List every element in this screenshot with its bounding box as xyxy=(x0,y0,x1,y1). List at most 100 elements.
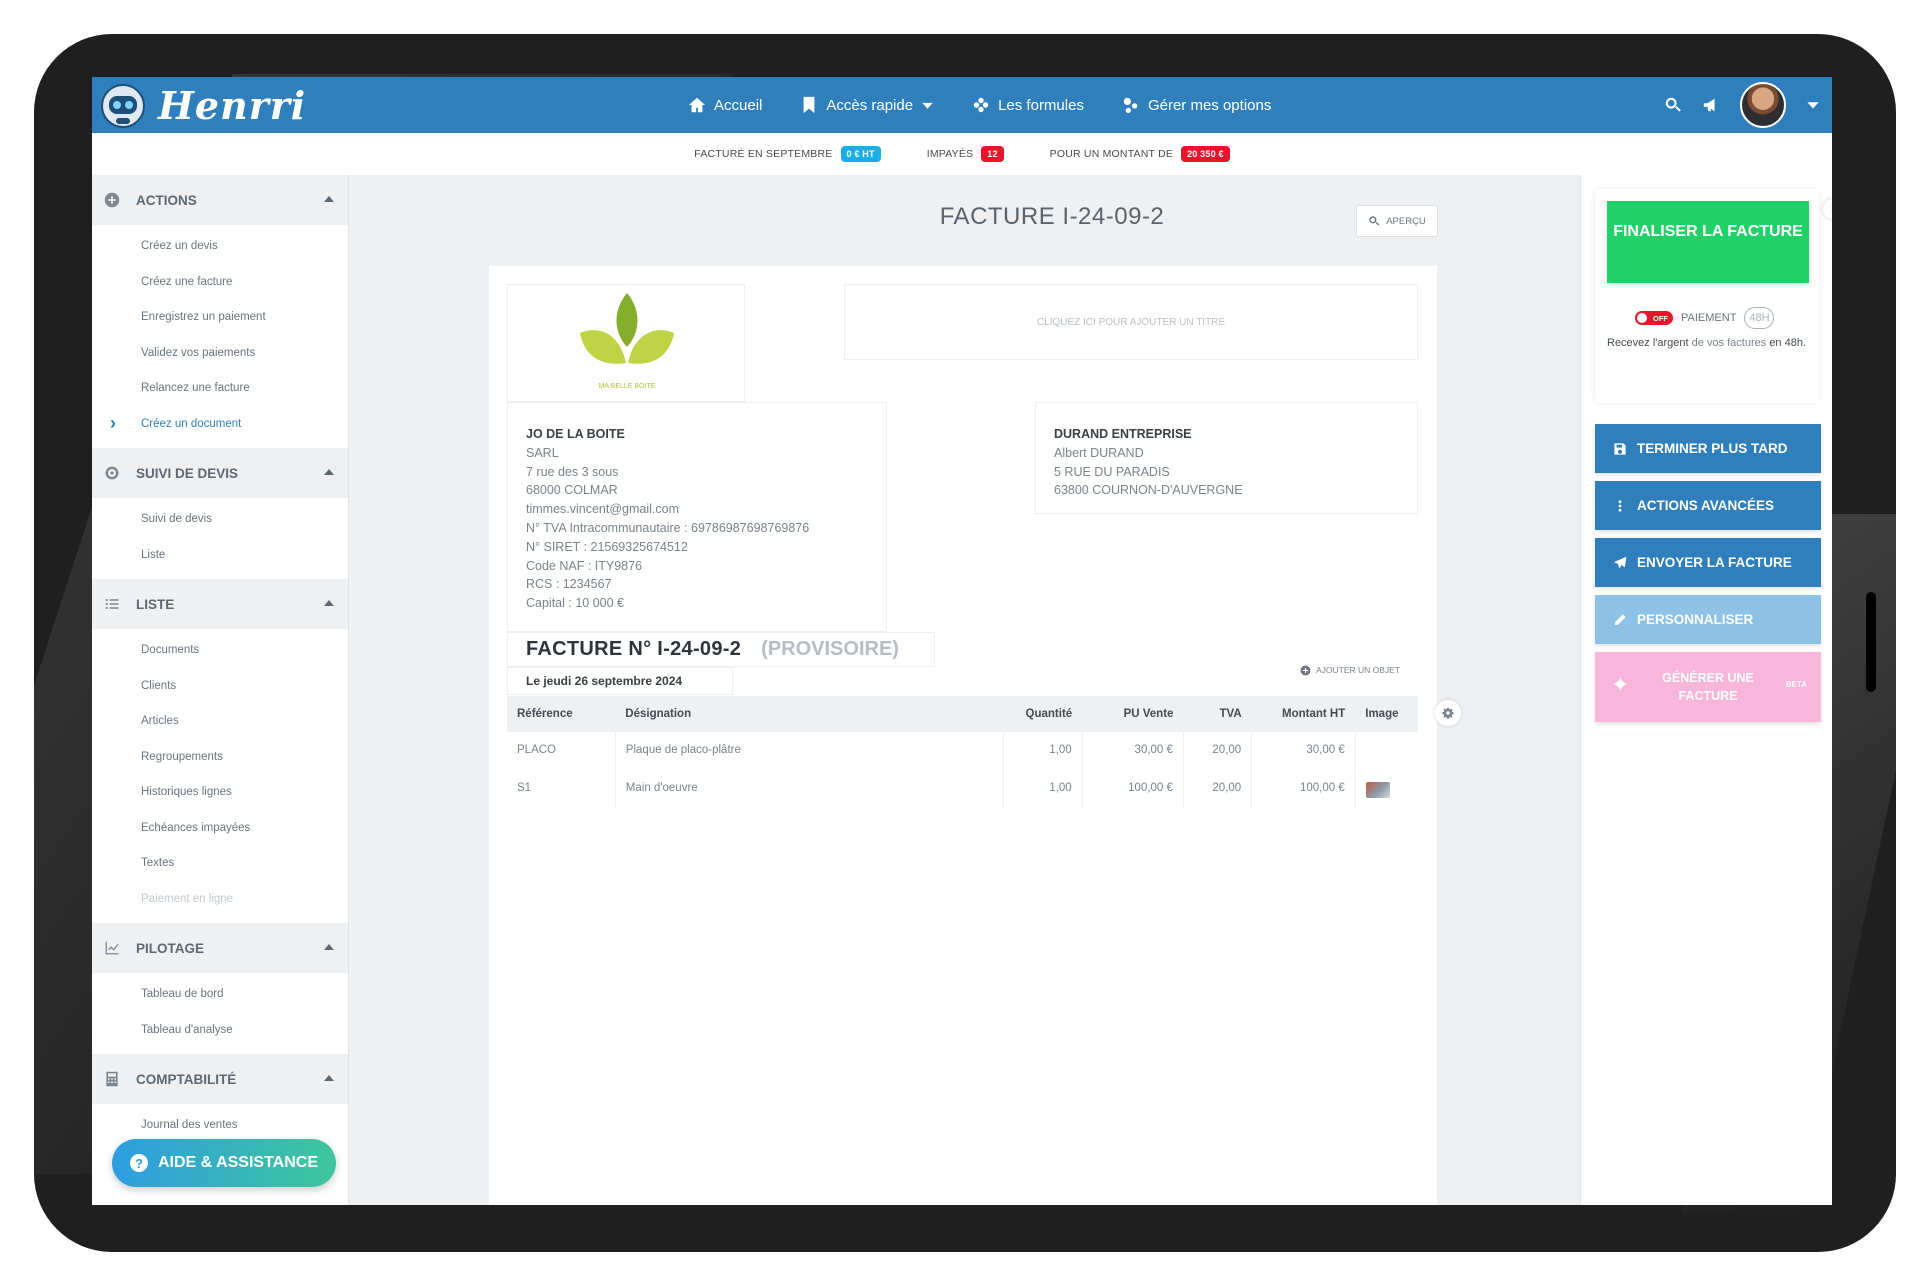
sidebar-item-validez-paiements[interactable]: Validez vos paiements xyxy=(141,346,256,359)
nav-accueil[interactable]: Accueil xyxy=(688,96,762,114)
sidebar-section-actions[interactable]: ACTIONS xyxy=(92,175,348,225)
search-icon xyxy=(1369,216,1380,226)
customize-button[interactable]: PERSONNALISER xyxy=(1595,595,1821,644)
invoice-number-field[interactable]: FACTURE N° I-24-09-2 (PROVISOIRE) xyxy=(507,632,935,667)
sidebar-section-title: ACTIONS xyxy=(136,192,197,208)
avatar[interactable] xyxy=(1740,82,1786,128)
sidebar-item-textes[interactable]: Textes xyxy=(141,857,175,869)
sidebar-section-pilotage[interactable]: PILOTAGE xyxy=(92,923,348,973)
seller-address[interactable]: JO DE LA BOITE SARL 7 rue des 3 sous 680… xyxy=(507,402,887,632)
sidebar-list-liste: Documents Clients Articles Regroupements… xyxy=(92,629,348,923)
nav-acces-rapide[interactable]: Accès rapide xyxy=(800,96,934,114)
caret-up-icon[interactable] xyxy=(324,196,334,202)
table-settings-button[interactable] xyxy=(1435,700,1461,726)
finalize-invoice-button[interactable]: FINALISER LA FACTURE xyxy=(1607,201,1809,283)
add-object-button[interactable]: AJOUTER UN OBJET xyxy=(1283,656,1417,684)
sidebar-item-suivi-devis[interactable]: Suivi de devis xyxy=(141,513,212,525)
client-address[interactable]: DURAND ENTREPRISE Albert DURAND 5 RUE DU… xyxy=(1035,402,1418,514)
more-options-icon[interactable]: ⋮ xyxy=(1823,199,1832,219)
invoice-date[interactable]: Le jeudi 26 septembre 2024 xyxy=(507,667,733,695)
caret-up-icon[interactable] xyxy=(324,469,334,475)
col-designation: Désignation xyxy=(615,696,1004,732)
stat-amount[interactable]: POUR UN MONTANT DE 20 350 € xyxy=(1050,146,1230,162)
sidebar-item-clients[interactable]: Clients xyxy=(141,679,177,692)
col-tva: TVA xyxy=(1183,696,1252,732)
stat-billed-badge: 0 € HT xyxy=(840,146,881,162)
stats-bar: FACTURÉ EN SEPTEMBRE 0 € HT IMPAYÉS 12 P… xyxy=(92,133,1832,175)
stat-billed[interactable]: FACTURÉ EN SEPTEMBRE 0 € HT xyxy=(694,146,881,162)
col-montant-ht: Montant HT xyxy=(1251,696,1356,732)
help-assistance-label: AIDE & ASSISTANCE xyxy=(157,1154,318,1171)
cell-pu-vente: 100,00 € xyxy=(1082,768,1184,808)
beta-badge: BETA xyxy=(1785,680,1807,689)
cell-tva: 20,00 xyxy=(1183,768,1253,808)
finish-later-label: TERMINER PLUS TARD xyxy=(1637,441,1788,456)
sidebar-section-liste[interactable]: LISTE xyxy=(92,579,348,629)
sidebar-item-regroupements[interactable]: Regroupements xyxy=(141,750,223,763)
sidebar-item-liste[interactable]: Liste xyxy=(141,548,166,561)
invoice-status: (PROVISOIRE) xyxy=(761,638,899,660)
sidebar-section-title: LISTE xyxy=(136,596,175,612)
sidebar-item-historiques-lignes[interactable]: Historiques lignes xyxy=(141,786,232,798)
generate-invoice-ai-button[interactable]: ✦ GÉNÉRER UNE FACTURE BETA xyxy=(1595,652,1821,722)
cell-quantite: 1,00 xyxy=(1003,768,1083,808)
help-assistance-button[interactable]: ? AIDE & ASSISTANCE xyxy=(112,1139,336,1187)
seller-line: Capital : 10 000 € xyxy=(526,596,624,611)
sidebar-item-enregistrez-paiement[interactable]: Enregistrez un paiement xyxy=(141,311,266,323)
product-thumbnail[interactable] xyxy=(1365,781,1390,798)
chevron-down-icon[interactable] xyxy=(1806,98,1820,112)
invoice-lines-table: Référence Désignation Quantité PU Vente … xyxy=(507,696,1418,808)
nav-right-tools xyxy=(1664,77,1820,133)
table-row[interactable]: PLACO Plaque de placo-plâtre 1,00 30,00 … xyxy=(507,732,1418,768)
caret-up-icon[interactable] xyxy=(324,944,334,950)
cell-designation: Main d'oeuvre xyxy=(615,768,1005,808)
sidebar-item-creez-facture[interactable]: Créez une facture xyxy=(141,275,233,288)
stat-unpaid[interactable]: IMPAYÉS 12 xyxy=(927,146,1004,162)
table-row[interactable]: S1 Main d'oeuvre 1,00 100,00 € 20,00 100… xyxy=(507,768,1418,808)
cell-image[interactable] xyxy=(1355,768,1418,808)
finish-later-button[interactable]: TERMINER PLUS TARD xyxy=(1595,424,1821,473)
sidebar-item-journal-ventes[interactable]: Journal des ventes xyxy=(141,1119,238,1131)
col-quantite: Quantité xyxy=(1003,696,1083,732)
sidebar-list-suivi-devis: Suivi de devis Liste xyxy=(92,498,348,579)
seller-line: SARL xyxy=(526,445,559,460)
sidebar-list-comptabilite: Journal des ventes xyxy=(92,1104,348,1150)
send-invoice-button[interactable]: ENVOYER LA FACTURE xyxy=(1595,538,1821,587)
megaphone-icon[interactable] xyxy=(1702,96,1720,114)
preview-button[interactable]: APERÇU xyxy=(1356,205,1438,237)
app-logo[interactable]: Henrri xyxy=(98,80,306,130)
table-header-row: Référence Désignation Quantité PU Vente … xyxy=(507,696,1418,732)
company-logo[interactable]: MA BELLE BOITE xyxy=(507,284,745,402)
stat-unpaid-label: IMPAYÉS xyxy=(926,148,974,160)
sidebar-item-articles[interactable]: Articles xyxy=(141,715,179,727)
nav-options[interactable]: Gérer mes options xyxy=(1122,96,1271,114)
payment-toggle[interactable]: OFF xyxy=(1635,311,1673,325)
sidebar-item-tableau-de-bord[interactable]: Tableau de bord xyxy=(141,988,224,1000)
payment-text-b: de vos factures xyxy=(1688,337,1770,349)
sidebar-item-creez-document[interactable]: Créez un document xyxy=(92,406,348,443)
caret-up-icon[interactable] xyxy=(324,1075,334,1081)
add-title-field[interactable]: CLIQUEZ ICI POUR AJOUTER UN TITRE xyxy=(844,284,1418,360)
sidebar-section-suivi-devis[interactable]: SUIVI DE DEVIS xyxy=(92,448,348,498)
sidebar-section-comptabilite[interactable]: COMPTABILITÉ xyxy=(92,1054,348,1104)
sidebar-item-tableau-analyse[interactable]: Tableau d'analyse xyxy=(141,1023,233,1036)
gear-icon xyxy=(1442,707,1454,719)
stat-amount-label: POUR UN MONTANT DE xyxy=(1049,148,1174,160)
page-title: FACTURE I-24-09-2 xyxy=(939,203,1165,230)
payment-48h-badge: 48H xyxy=(1744,307,1775,329)
chart-line-icon xyxy=(105,941,119,955)
search-icon[interactable] xyxy=(1664,96,1682,114)
main-nav: Accueil Accès rapide Les formules Gérer … xyxy=(688,77,1271,133)
stat-amount-badge: 20 350 € xyxy=(1181,146,1230,162)
advanced-actions-button[interactable]: ACTIONS AVANCÉES xyxy=(1595,481,1821,530)
sidebar-item-creez-devis[interactable]: Créez un devis xyxy=(141,240,218,252)
target-icon xyxy=(105,466,119,480)
tablet-side-button xyxy=(1866,592,1876,692)
preview-button-label: APERÇU xyxy=(1386,215,1426,227)
sidebar-item-relancez-facture[interactable]: Relancez une facture xyxy=(141,382,250,394)
sidebar-section-title: PILOTAGE xyxy=(136,940,205,956)
nav-formules[interactable]: Les formules xyxy=(972,96,1084,114)
caret-up-icon[interactable] xyxy=(324,600,334,606)
sidebar-item-echeances-impayees[interactable]: Echéances impayées xyxy=(141,821,251,834)
sidebar-item-documents[interactable]: Documents xyxy=(141,644,200,656)
